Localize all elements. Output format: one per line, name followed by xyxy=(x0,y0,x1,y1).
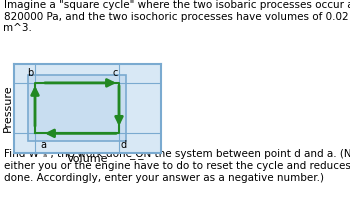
X-axis label: Volume: Volume xyxy=(67,154,108,164)
Text: Imagine a "square cycle" where the two isobaric processes occur at 480000 Pa and: Imagine a "square cycle" where the two i… xyxy=(4,0,350,33)
Text: a: a xyxy=(41,140,47,150)
Text: d: d xyxy=(120,140,127,150)
Bar xyxy=(28,75,126,141)
Y-axis label: Pressure: Pressure xyxy=(2,84,13,132)
Text: c: c xyxy=(112,68,118,78)
Text: b: b xyxy=(27,68,34,78)
Text: Find Wᵈₐ , the work done ̲O̲N the system between point d and a. (Note, this is w: Find Wᵈₐ , the work done ̲O̲N the system… xyxy=(4,148,350,183)
